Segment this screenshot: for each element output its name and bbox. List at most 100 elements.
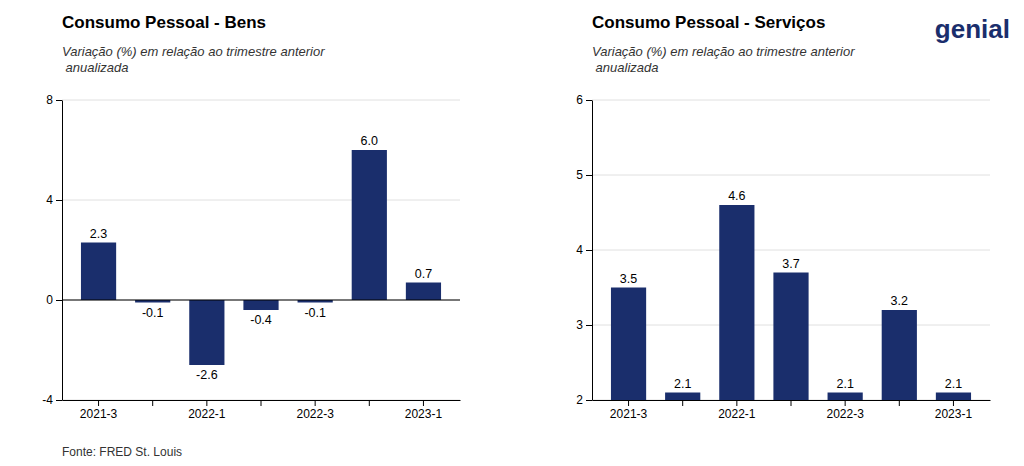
- x-tick-mark: [152, 400, 153, 406]
- y-tick-label: 2: [576, 393, 583, 407]
- y-tick-mark: [56, 100, 62, 101]
- y-axis: 2 3 4 5 6: [576, 93, 592, 407]
- zero-line: [62, 300, 460, 301]
- grid-line: [62, 100, 460, 101]
- y-tick: 8: [46, 93, 62, 107]
- y-axis-line: [62, 101, 63, 401]
- data-label: -0.1: [304, 306, 326, 320]
- panel: 2021-3 2022-1 2022-3 2023-1 -4 0 4 8 2.3 -0.1 -2.6…: [42, 13, 460, 421]
- bar: [81, 243, 116, 301]
- x-tick-mark: [899, 400, 900, 406]
- bar: [352, 150, 387, 300]
- bar: [243, 300, 278, 310]
- x-tick-mark: [682, 400, 683, 406]
- subtitle-line: anualizada: [62, 60, 129, 75]
- data-label: 3.2: [891, 294, 908, 308]
- title: Consumo Pessoal - Serviços: [592, 13, 825, 32]
- y-tick: 3: [576, 318, 592, 332]
- y-tick-mark: [586, 250, 592, 251]
- y-tick: 6: [576, 93, 592, 107]
- x-tick-mark: [845, 400, 846, 406]
- x-tick-mark: [369, 400, 370, 406]
- y-axis-line: [592, 101, 593, 401]
- x-tick-label: 2022-3: [296, 407, 334, 421]
- y-tick-mark: [586, 100, 592, 101]
- data-label: 2.3: [90, 227, 107, 241]
- y-tick: 4: [46, 193, 62, 207]
- y-tick-label: 6: [576, 93, 583, 107]
- subtitle-line: anualizada: [592, 60, 659, 75]
- x-tick: [899, 400, 900, 406]
- x-tick: 2023-1: [405, 400, 443, 421]
- bar: [665, 393, 700, 401]
- x-tick: [682, 400, 683, 406]
- y-tick: 2: [576, 393, 592, 407]
- y-tick-mark: [586, 175, 592, 176]
- x-tick-mark: [206, 400, 207, 406]
- y-tick-label: 5: [576, 168, 583, 182]
- y-tick-label: 4: [576, 243, 583, 257]
- bars: [81, 150, 441, 365]
- data-label: 3.7: [782, 257, 799, 271]
- grid: [62, 100, 460, 400]
- data-labels: 2.3-0.1-2.6-0.4-0.16.00.7: [90, 134, 432, 382]
- subtitle: Variação (%) em relação ao trimestre ant…: [62, 44, 325, 75]
- x-tick-mark: [315, 400, 316, 406]
- y-tick-mark: [56, 400, 62, 401]
- data-label: 2.1: [836, 377, 853, 391]
- y-tick-label: 0: [46, 293, 53, 307]
- bar: [828, 393, 863, 401]
- x-tick-mark: [423, 400, 424, 406]
- y-tick: 0: [46, 293, 62, 307]
- data-label: 2.1: [674, 377, 691, 391]
- bar: [773, 273, 808, 401]
- x-tick: 2022-3: [296, 400, 334, 421]
- data-label: -2.6: [196, 368, 218, 382]
- bar: [719, 205, 754, 400]
- x-tick-label: 2023-1: [935, 407, 973, 421]
- x-tick: [791, 400, 792, 406]
- x-tick: 2021-3: [80, 400, 118, 421]
- logo: genial: [935, 14, 1010, 44]
- subtitle-line: Variação (%) em relação ao trimestre ant…: [592, 44, 855, 59]
- x-tick: 2022-3: [826, 400, 864, 421]
- x-tick: 2022-1: [188, 400, 226, 421]
- x-tick: 2022-1: [718, 400, 756, 421]
- x-tick-label: 2022-1: [188, 407, 226, 421]
- y-tick: 5: [576, 168, 592, 182]
- grid-line: [592, 250, 990, 251]
- subtitle: Variação (%) em relação ao trimestre ant…: [592, 44, 855, 75]
- bar: [882, 310, 917, 400]
- x-tick-label: 2021-3: [610, 407, 648, 421]
- x-tick-mark: [791, 400, 792, 406]
- y-tick-label: -4: [42, 393, 53, 407]
- x-tick-mark: [736, 400, 737, 406]
- data-label: 0.7: [415, 267, 432, 281]
- data-label: -0.1: [142, 306, 164, 320]
- x-tick-label: 2021-3: [80, 407, 118, 421]
- y-tick: -4: [42, 393, 62, 407]
- y-axis: -4 0 4 8: [42, 93, 62, 407]
- x-axis: 2021-3 2022-1 2022-3 2023-1: [593, 400, 991, 421]
- y-tick-mark: [56, 200, 62, 201]
- chart-svg: 2021-3 2022-1 2022-3 2023-1 -4 0 4 8 2.3 -0.1 -2.6…: [0, 0, 1024, 466]
- grid-line: [592, 100, 990, 101]
- subtitle-line: Variação (%) em relação ao trimestre ant…: [62, 44, 325, 59]
- y-tick: 4: [576, 243, 592, 257]
- y-tick-label: 4: [46, 193, 53, 207]
- x-tick-mark: [98, 400, 99, 406]
- data-label: 4.6: [728, 189, 745, 203]
- x-tick-label: 2022-1: [718, 407, 756, 421]
- bar: [189, 300, 224, 365]
- x-tick: [152, 400, 153, 406]
- bar: [611, 288, 646, 401]
- x-tick: 2021-3: [610, 400, 648, 421]
- x-tick-label: 2022-3: [826, 407, 864, 421]
- y-tick-label: 8: [46, 93, 53, 107]
- data-label: 3.5: [620, 272, 637, 286]
- x-tick-mark: [953, 400, 954, 406]
- bars: [611, 205, 971, 400]
- data-label: 6.0: [361, 134, 378, 148]
- x-tick: [261, 400, 262, 406]
- y-tick-mark: [586, 325, 592, 326]
